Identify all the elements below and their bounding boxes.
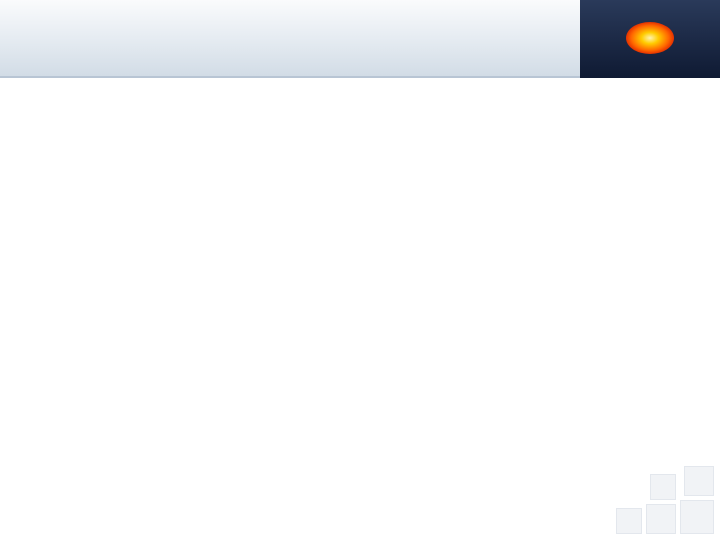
decorative-squares [604,454,714,534]
dose-pl-scatter-chart [14,110,424,440]
charts-container [0,104,720,440]
description-paragraph [0,78,720,104]
logo-flare-icon [626,22,674,54]
wavelength-pl-spectra-chart [434,114,704,329]
logo-block [580,0,720,78]
slide-header [0,0,720,78]
